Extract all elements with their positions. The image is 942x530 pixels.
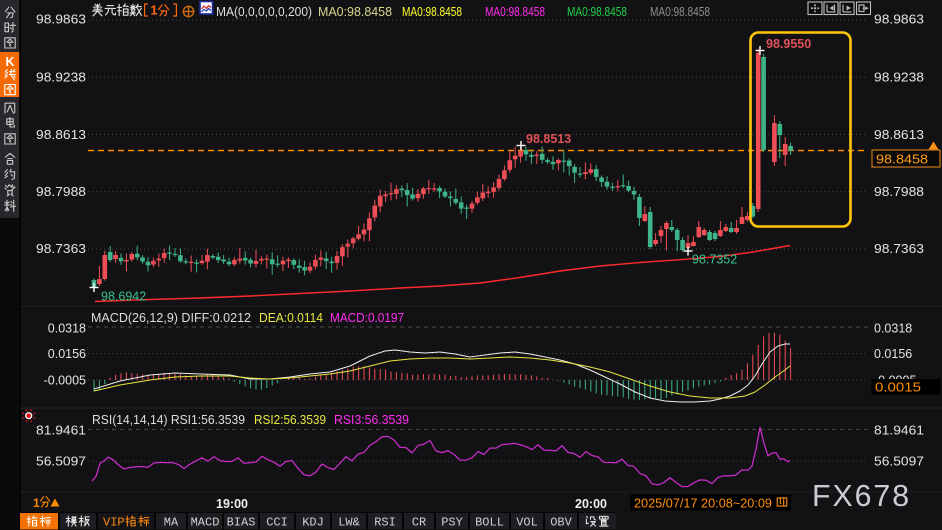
svg-text:KDJ: KDJ bbox=[302, 516, 324, 530]
svg-text:RSI(14,14,14) RSI1:56.3539: RSI(14,14,14) RSI1:56.3539 bbox=[92, 412, 245, 427]
svg-text:PSY: PSY bbox=[441, 516, 463, 530]
svg-text:MA: MA bbox=[164, 516, 179, 530]
svg-text:98.6942: 98.6942 bbox=[101, 290, 146, 304]
svg-text:2025/07/17 20:08~20:09: 2025/07/17 20:08~20:09 bbox=[634, 497, 772, 511]
svg-text:MACD:0.0197: MACD:0.0197 bbox=[330, 310, 404, 325]
svg-text:98.7352: 98.7352 bbox=[692, 253, 737, 267]
svg-text:98.9863: 98.9863 bbox=[36, 13, 86, 27]
svg-text:20:00: 20:00 bbox=[575, 497, 607, 511]
svg-text:MA0:98.8458: MA0:98.8458 bbox=[485, 4, 545, 19]
svg-text:K: K bbox=[5, 55, 14, 69]
svg-text:98.8458: 98.8458 bbox=[876, 152, 928, 167]
svg-text:98.9238: 98.9238 bbox=[36, 71, 86, 85]
svg-text:98.9550: 98.9550 bbox=[766, 37, 811, 51]
svg-text:LW&: LW& bbox=[338, 516, 360, 530]
svg-text:0.0156: 0.0156 bbox=[48, 347, 86, 361]
svg-text:1: 1 bbox=[33, 496, 40, 510]
svg-text:19:00: 19:00 bbox=[216, 497, 248, 511]
svg-text:RSI: RSI bbox=[374, 516, 396, 530]
svg-text:98.8613: 98.8613 bbox=[874, 128, 924, 142]
svg-text:RSI3:56.3539: RSI3:56.3539 bbox=[334, 412, 409, 427]
svg-text:RSI2:56.3539: RSI2:56.3539 bbox=[254, 412, 326, 427]
svg-text:1: 1 bbox=[151, 4, 158, 18]
svg-text:MA0:98.8458: MA0:98.8458 bbox=[650, 4, 710, 19]
svg-text:98.7988: 98.7988 bbox=[874, 185, 924, 199]
svg-text:98.8613: 98.8613 bbox=[36, 128, 86, 142]
svg-text:98.7363: 98.7363 bbox=[36, 242, 86, 256]
svg-text:VIP: VIP bbox=[103, 516, 125, 530]
svg-text:DEA:0.0114: DEA:0.0114 bbox=[259, 310, 323, 325]
svg-text:98.7988: 98.7988 bbox=[36, 185, 86, 199]
svg-text:0.0156: 0.0156 bbox=[874, 347, 912, 361]
svg-text:MA(0,0,0,0,0,200): MA(0,0,0,0,0,200) bbox=[216, 4, 312, 19]
svg-text:MACD: MACD bbox=[191, 516, 220, 530]
svg-text:MA0:98.8458: MA0:98.8458 bbox=[402, 4, 462, 19]
svg-text:MA0:98.8458: MA0:98.8458 bbox=[318, 4, 392, 19]
svg-text:0.0015: 0.0015 bbox=[875, 380, 921, 395]
svg-text:98.9238: 98.9238 bbox=[874, 71, 924, 85]
svg-text:VOL: VOL bbox=[516, 516, 538, 530]
svg-text:BOLL: BOLL bbox=[475, 516, 504, 530]
svg-text:98.8513: 98.8513 bbox=[526, 132, 571, 146]
svg-text:98.9863: 98.9863 bbox=[874, 13, 924, 27]
svg-text:0.0318: 0.0318 bbox=[48, 322, 86, 336]
svg-text:OBV: OBV bbox=[550, 516, 572, 530]
svg-text:56.5097: 56.5097 bbox=[36, 455, 86, 469]
svg-text:MACD(26,12,9) DIFF:0.0212: MACD(26,12,9) DIFF:0.0212 bbox=[91, 310, 251, 325]
svg-text:81.9461: 81.9461 bbox=[36, 424, 86, 438]
svg-text:CCI: CCI bbox=[266, 516, 288, 530]
svg-text:FX678: FX678 bbox=[812, 478, 911, 513]
svg-text:81.9461: 81.9461 bbox=[874, 424, 924, 438]
svg-text:0.0318: 0.0318 bbox=[874, 322, 912, 336]
svg-text:-0.0005: -0.0005 bbox=[44, 374, 86, 388]
svg-text:56.5097: 56.5097 bbox=[874, 455, 924, 469]
svg-text:CR: CR bbox=[412, 516, 426, 530]
svg-text:BIAS: BIAS bbox=[227, 516, 256, 530]
svg-text:MA0:98.8458: MA0:98.8458 bbox=[567, 4, 627, 19]
svg-text:98.7363: 98.7363 bbox=[874, 242, 924, 256]
